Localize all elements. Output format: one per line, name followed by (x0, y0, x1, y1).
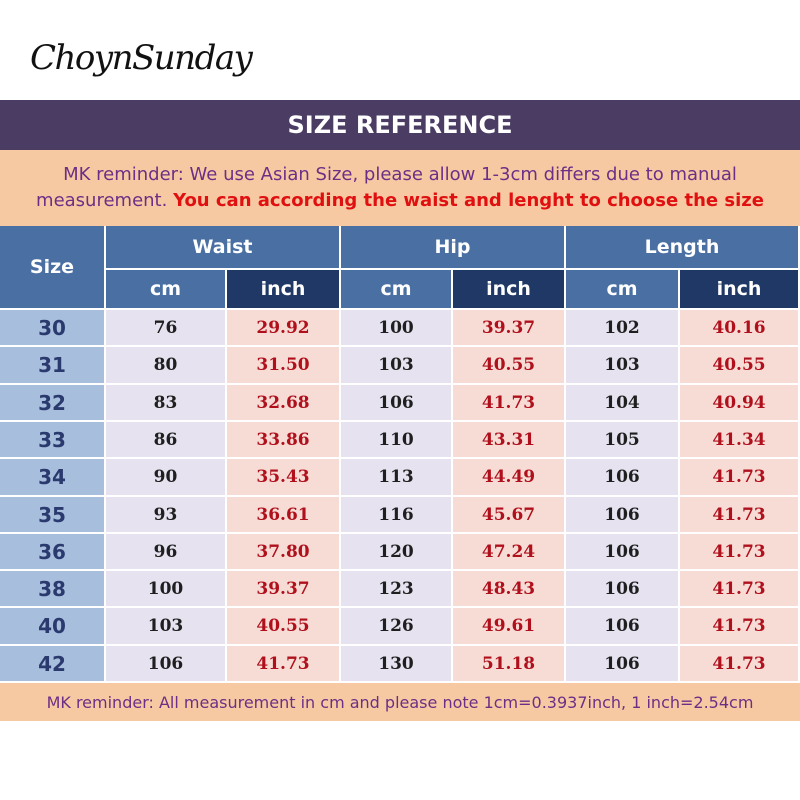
inch-value: 41.34 (680, 422, 800, 459)
inch-value: 47.24 (453, 534, 566, 571)
inch-value: 40.94 (680, 385, 800, 422)
cm-value: 106 (566, 459, 680, 497)
cm-value: 83 (106, 385, 227, 422)
cm-value: 100 (341, 310, 453, 347)
size-value: 35 (0, 497, 106, 534)
cm-value: 103 (341, 347, 453, 385)
size-reminder-note: MK reminder: We use Asian Size, please a… (0, 150, 800, 226)
cm-value: 103 (106, 608, 227, 646)
unit-header-inch: inch (453, 270, 566, 310)
cm-value: 105 (566, 422, 680, 459)
unit-header-cm: cm (566, 270, 680, 310)
inch-value: 41.73 (680, 571, 800, 608)
cm-value: 80 (106, 347, 227, 385)
cm-value: 106 (106, 646, 227, 683)
inch-value: 51.18 (453, 646, 566, 683)
size-value: 38 (0, 571, 106, 608)
inch-value: 40.55 (227, 608, 341, 646)
size-value: 30 (0, 310, 106, 347)
cm-value: 106 (566, 646, 680, 683)
size-value: 31 (0, 347, 106, 385)
cm-value: 93 (106, 497, 227, 534)
unit-header-inch: inch (680, 270, 800, 310)
group-header-hip: Hip (341, 226, 566, 270)
inch-value: 41.73 (680, 608, 800, 646)
brand-logo: ChoynSunday (30, 38, 253, 78)
inch-value: 32.68 (227, 385, 341, 422)
inch-value: 35.43 (227, 459, 341, 497)
unit-header-cm: cm (341, 270, 453, 310)
size-reminder-emphasis: You can according the waist and lenght t… (173, 190, 764, 211)
size-reminder-text: MK reminder: We use Asian Size, please a… (24, 162, 776, 214)
cm-value: 102 (566, 310, 680, 347)
cm-value: 96 (106, 534, 227, 571)
page-title: SIZE REFERENCE (0, 100, 800, 150)
cm-value: 113 (341, 459, 453, 497)
inch-value: 41.73 (680, 646, 800, 683)
inch-value: 40.55 (453, 347, 566, 385)
cm-value: 110 (341, 422, 453, 459)
cm-value: 130 (341, 646, 453, 683)
inch-value: 29.92 (227, 310, 341, 347)
size-header: Size (0, 226, 106, 310)
cm-value: 90 (106, 459, 227, 497)
inch-value: 40.16 (680, 310, 800, 347)
inch-value: 48.43 (453, 571, 566, 608)
unit-header-inch: inch (227, 270, 341, 310)
size-value: 32 (0, 385, 106, 422)
cm-value: 104 (566, 385, 680, 422)
size-value: 36 (0, 534, 106, 571)
cm-value: 106 (566, 571, 680, 608)
group-header-length: Length (566, 226, 800, 270)
inch-value: 31.50 (227, 347, 341, 385)
cm-value: 100 (106, 571, 227, 608)
size-reminder-plain: MK reminder: We use Asian Size, please a… (36, 164, 737, 211)
inch-value: 33.86 (227, 422, 341, 459)
cm-value: 120 (341, 534, 453, 571)
cm-value: 106 (566, 497, 680, 534)
cm-value: 123 (341, 571, 453, 608)
cm-value: 76 (106, 310, 227, 347)
inch-value: 36.61 (227, 497, 341, 534)
inch-value: 40.55 (680, 347, 800, 385)
group-header-waist: Waist (106, 226, 341, 270)
inch-value: 49.61 (453, 608, 566, 646)
inch-value: 41.73 (227, 646, 341, 683)
inch-value: 37.80 (227, 534, 341, 571)
inch-value: 39.37 (227, 571, 341, 608)
inch-value: 41.73 (680, 497, 800, 534)
cm-value: 116 (341, 497, 453, 534)
size-value: 40 (0, 608, 106, 646)
inch-value: 41.73 (680, 459, 800, 497)
cm-value: 106 (566, 608, 680, 646)
size-value: 34 (0, 459, 106, 497)
inch-value: 41.73 (680, 534, 800, 571)
unit-header-cm: cm (106, 270, 227, 310)
cm-value: 106 (566, 534, 680, 571)
cm-value: 106 (341, 385, 453, 422)
size-value: 42 (0, 646, 106, 683)
inch-value: 41.73 (453, 385, 566, 422)
inch-value: 43.31 (453, 422, 566, 459)
cm-value: 126 (341, 608, 453, 646)
inch-value: 44.49 (453, 459, 566, 497)
size-value: 33 (0, 422, 106, 459)
cm-value: 86 (106, 422, 227, 459)
cm-value: 103 (566, 347, 680, 385)
inch-value: 45.67 (453, 497, 566, 534)
inch-value: 39.37 (453, 310, 566, 347)
measurement-note: MK reminder: All measurement in cm and p… (0, 683, 800, 721)
